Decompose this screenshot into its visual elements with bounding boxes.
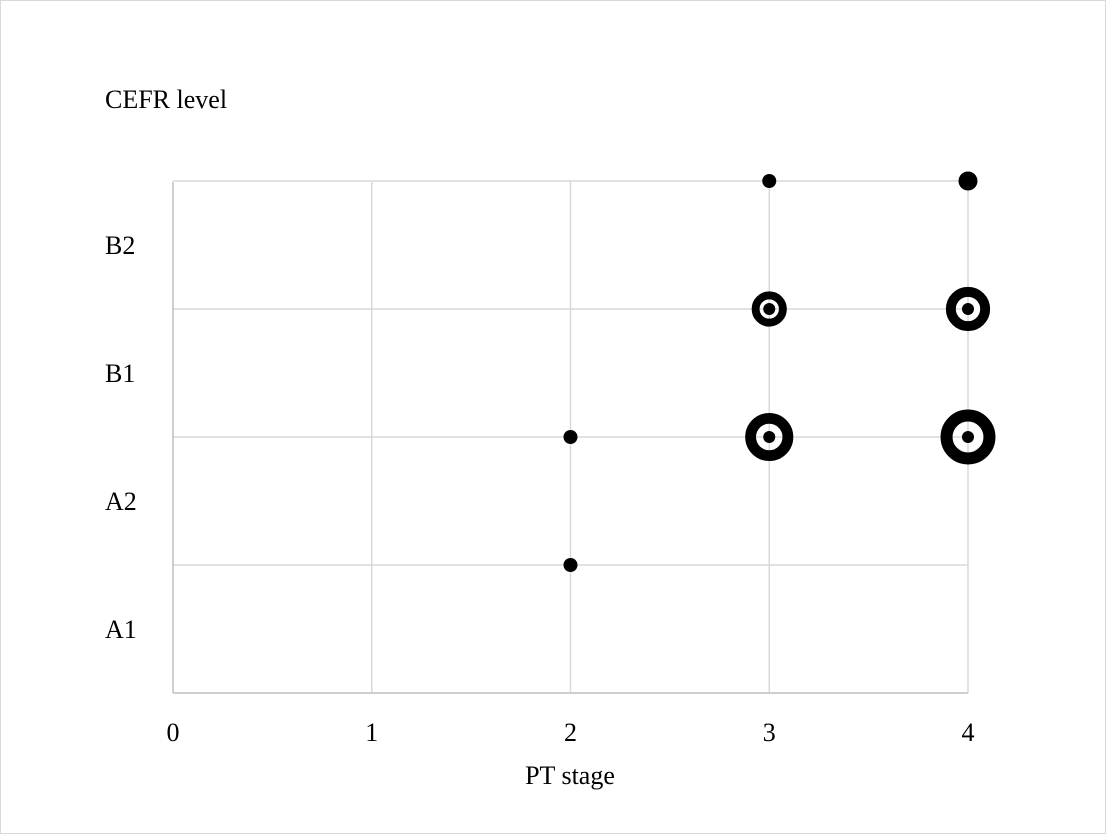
bubble-dot xyxy=(762,174,777,188)
data-point xyxy=(745,412,794,462)
x-tick-label: 0 xyxy=(167,718,180,747)
data-point xyxy=(958,171,978,191)
bubble-dot xyxy=(563,430,578,444)
y-category-label: B1 xyxy=(105,359,135,388)
x-tick-label: 4 xyxy=(962,718,975,747)
y-axis-title: CEFR level xyxy=(105,85,227,114)
x-axis-title: PT stage xyxy=(525,761,615,790)
data-point xyxy=(563,558,578,572)
x-tick-label: 1 xyxy=(365,718,378,747)
data-point xyxy=(563,430,578,444)
x-tick-label: 3 xyxy=(763,718,776,747)
y-category-label: A1 xyxy=(105,615,137,644)
bubble-dot xyxy=(958,171,978,191)
x-tick-label: 2 xyxy=(564,718,577,747)
bubble-dot xyxy=(563,558,578,572)
data-point xyxy=(751,291,787,327)
data-point xyxy=(945,286,991,332)
bubble-center xyxy=(763,431,776,443)
y-category-label: B2 xyxy=(105,231,135,260)
bubble-ring xyxy=(940,409,996,465)
bubble-ring xyxy=(751,291,787,327)
bubble-center xyxy=(763,303,776,315)
bubble-ring xyxy=(945,286,991,332)
marks-layer xyxy=(563,171,996,572)
bubble-center xyxy=(962,303,974,315)
data-point xyxy=(940,409,996,465)
ticks-layer: 0 1 2 3 4 A1 A2 B1 B2 xyxy=(105,231,975,747)
bubble-ring xyxy=(745,412,794,462)
bubble-center xyxy=(962,431,974,443)
grid-layer xyxy=(172,180,969,694)
y-category-label: A2 xyxy=(105,487,137,516)
data-point xyxy=(762,174,777,188)
